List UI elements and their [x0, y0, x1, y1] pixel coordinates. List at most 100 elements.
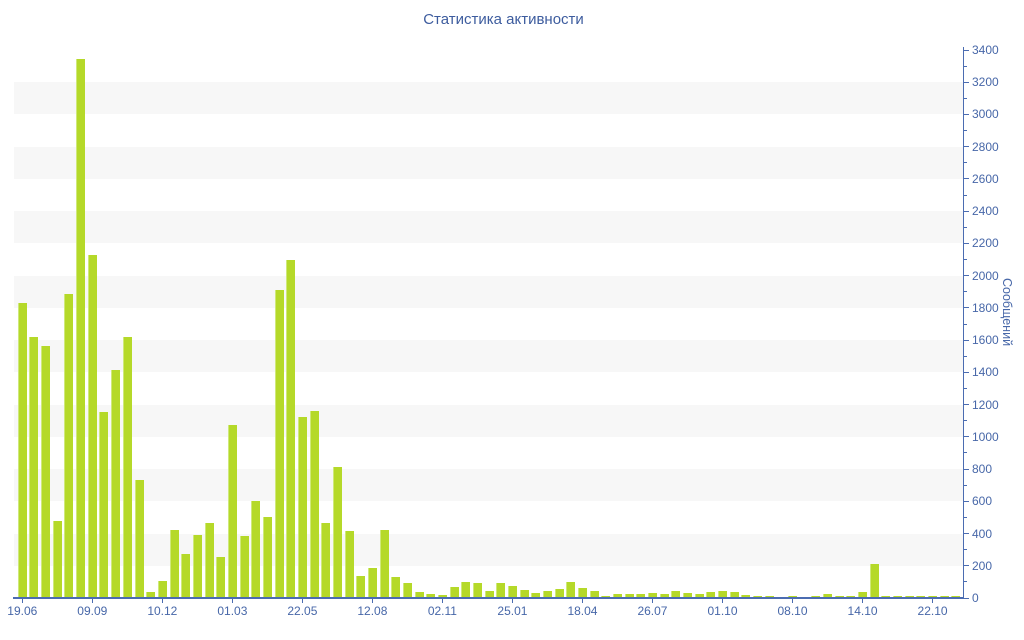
bar: [367, 568, 377, 598]
x-tick-label: 14.10: [847, 604, 878, 618]
bar: [227, 425, 237, 598]
x-tick-label: 18.04: [567, 604, 598, 618]
bar: [706, 591, 716, 598]
y-tick-label: 1600: [972, 333, 999, 348]
bar: [41, 346, 51, 598]
bar: [601, 595, 611, 598]
x-tick: [932, 599, 934, 603]
bar: [577, 588, 587, 598]
x-tick: [371, 599, 373, 603]
chart-title: Статистика активности: [423, 11, 584, 28]
bar: [321, 523, 331, 598]
bar: [332, 466, 342, 598]
grid-band: [14, 275, 963, 308]
bar: [554, 589, 564, 598]
y-axis: [963, 47, 964, 598]
y-minor-tick: [963, 484, 967, 486]
y-minor-tick: [963, 516, 967, 518]
x-tick: [651, 599, 653, 603]
bar: [566, 581, 576, 598]
bar: [682, 593, 692, 598]
bar: [542, 590, 552, 598]
y-tick-label: 1200: [972, 397, 999, 412]
y-minor-tick: [963, 452, 967, 454]
bar: [17, 302, 27, 598]
bar: [869, 564, 879, 598]
bar: [472, 583, 482, 598]
bar: [134, 480, 144, 598]
bar: [858, 591, 868, 598]
y-tick-label: 2400: [972, 204, 999, 219]
y-tick: [963, 339, 969, 341]
bar: [262, 516, 272, 598]
y-minor-tick: [963, 549, 967, 551]
y-tick: [963, 242, 969, 244]
bar: [426, 593, 436, 598]
bar: [169, 529, 179, 598]
y-minor-tick: [963, 291, 967, 293]
x-tick-label: 01.10: [707, 604, 738, 618]
bar: [76, 59, 86, 598]
y-tick-label: 1000: [972, 429, 999, 444]
x-tick: [792, 599, 794, 603]
x-tick-label: 22.05: [287, 604, 318, 618]
x-tick-label: 12.08: [357, 604, 388, 618]
bar: [729, 592, 739, 598]
bar: [99, 412, 109, 598]
bar: [122, 337, 132, 598]
bar: [286, 260, 296, 598]
bar: [111, 370, 121, 598]
y-tick-label: 3200: [972, 75, 999, 90]
bar: [379, 529, 389, 598]
y-tick: [963, 468, 969, 470]
x-axis: [13, 597, 964, 599]
y-minor-tick: [963, 194, 967, 196]
x-tick: [231, 599, 233, 603]
y-tick-label: 2600: [972, 171, 999, 186]
bar: [531, 593, 541, 598]
bar: [461, 581, 471, 598]
bar: [624, 593, 634, 598]
y-tick-label: 0: [972, 591, 979, 605]
grid-band: [14, 404, 963, 437]
y-minor-tick: [963, 420, 967, 422]
bar: [52, 520, 62, 598]
bar: [146, 592, 156, 598]
y-tick: [963, 404, 969, 406]
y-tick: [963, 49, 969, 51]
bar: [29, 336, 39, 598]
y-minor-tick: [963, 130, 967, 132]
y-tick-label: 3000: [972, 107, 999, 122]
y-minor-tick: [963, 355, 967, 357]
bar: [741, 595, 751, 598]
y-tick-label: 200: [972, 558, 993, 573]
x-tick-label: 26.07: [637, 604, 668, 618]
bar: [507, 585, 517, 598]
y-tick: [963, 436, 969, 438]
y-tick: [963, 500, 969, 502]
bar: [402, 583, 412, 598]
x-tick: [441, 599, 443, 603]
y-minor-tick: [963, 259, 967, 261]
bar: [64, 294, 74, 598]
x-tick: [161, 599, 163, 603]
bar: [204, 523, 214, 598]
y-tick-label: 2800: [972, 139, 999, 154]
y-minor-tick: [963, 97, 967, 99]
grid-band: [14, 469, 963, 502]
bar: [274, 289, 284, 598]
bar: [356, 576, 366, 598]
bar: [157, 580, 167, 598]
bar: [647, 593, 657, 598]
y-minor-tick: [963, 226, 967, 228]
y-tick: [963, 565, 969, 567]
x-tick: [21, 599, 23, 603]
grid-band: [14, 82, 963, 115]
bar: [414, 592, 424, 598]
x-tick: [862, 599, 864, 603]
y-tick-label: 400: [972, 526, 993, 541]
y-minor-tick: [963, 162, 967, 164]
y-tick: [963, 146, 969, 148]
y-tick: [963, 275, 969, 277]
